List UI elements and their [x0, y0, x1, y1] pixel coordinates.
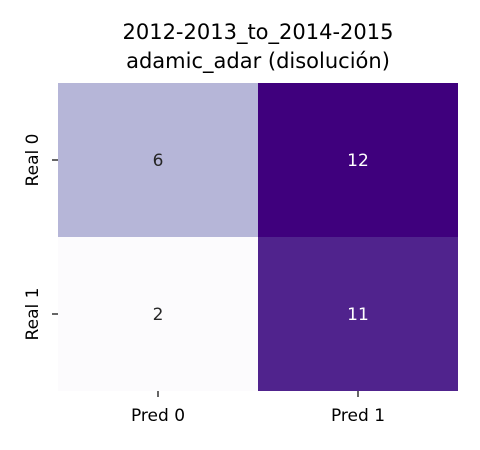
heatmap-cell-r1-c0	[58, 237, 258, 391]
cell-value-r1-c1: 11	[347, 305, 369, 325]
chart-title-line-2: adamic_adar (disolución)	[126, 49, 390, 73]
heatmap-cell-r1-c1	[258, 237, 458, 391]
heatmap-cell-r0-c1	[258, 83, 458, 237]
y-tick-label-0: Real 0	[23, 134, 43, 187]
x-tick-label-1: Pred 1	[331, 406, 385, 426]
x-tick-label-0: Pred 0	[131, 406, 185, 426]
cell-value-r1-c0: 2	[153, 305, 164, 325]
heatmap-cell-r0-c0	[58, 83, 258, 237]
cell-value-r0-c1: 12	[347, 151, 369, 171]
y-tick-label-1: Real 1	[23, 288, 43, 341]
cell-value-r0-c0: 6	[153, 151, 164, 171]
chart-title-line-1: 2012-2013_to_2014-2015	[122, 20, 394, 44]
